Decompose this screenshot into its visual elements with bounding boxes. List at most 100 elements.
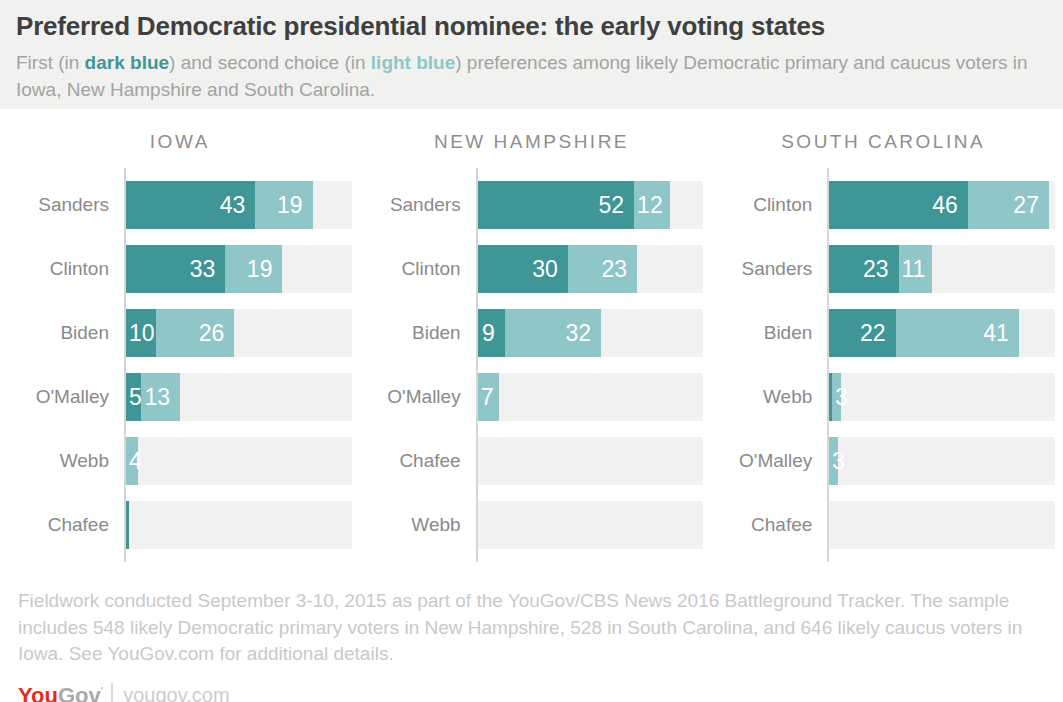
chart-iowa: IOWA Sanders 43 19 Clinton 33 19 Biden10 26 O'Mal… [8, 109, 352, 562]
category-label: Webb [360, 514, 478, 536]
bar-track [126, 501, 352, 549]
second-choice-segment: 23 [568, 245, 637, 293]
second-choice-segment: 27 [968, 181, 1049, 229]
bar-row: Webb3 [711, 365, 1055, 429]
value-label: 23 [602, 256, 628, 283]
value-label: 32 [565, 320, 591, 347]
chart-title: SOUTH CAROLINA [711, 131, 1055, 157]
bar-track: 46 27 [829, 181, 1055, 229]
bar-track: 4 [126, 437, 352, 485]
bar-row: Chafee [711, 493, 1055, 557]
logo-tick-mark: ' [101, 684, 103, 699]
value-label: 26 [199, 320, 225, 347]
header-band: Preferred Democratic presidential nomine… [0, 0, 1063, 109]
value-label: 41 [983, 320, 1009, 347]
subtitle-text: ) and second choice (in [169, 52, 371, 73]
page-subtitle: First (in dark blue) and second choice (… [16, 49, 1031, 103]
first-choice-segment: 52 [478, 181, 634, 229]
category-label: Clinton [8, 258, 126, 280]
second-choice-segment: 11 [899, 245, 932, 293]
value-label: 11 [902, 256, 926, 283]
bar-track: 10 26 [126, 309, 352, 357]
bar-row: O'Malley3 [711, 429, 1055, 493]
first-choice-segment: 30 [478, 245, 568, 293]
logo-gov-text: Gov [58, 683, 101, 702]
second-choice-segment: 12 [634, 181, 670, 229]
bar-track: 3 [829, 373, 1055, 421]
category-label: Sanders [360, 194, 478, 216]
first-choice-segment: 10 [126, 309, 156, 357]
value-label: 30 [532, 256, 558, 283]
category-label: Biden [8, 322, 126, 344]
value-label: 10 [129, 320, 155, 347]
category-label: Biden [711, 322, 829, 344]
yougov-logo: You Gov ' yougov.com [18, 683, 1045, 702]
subtitle-text: First (in [16, 52, 85, 73]
bar-track: 513 [126, 373, 352, 421]
value-label: 3 [835, 384, 848, 411]
bar-track: 2311 [829, 245, 1055, 293]
second-choice-segment: 19 [225, 245, 282, 293]
bar-track: 30 23 [478, 245, 704, 293]
bar-row: Chafee [360, 429, 704, 493]
value-label: 43 [220, 192, 246, 219]
first-choice-segment: 5 [126, 373, 141, 421]
bar-track: 3 [829, 437, 1055, 485]
light-blue-key: light blue [371, 52, 455, 73]
bar-row: Clinton 30 23 [360, 237, 704, 301]
page-title: Preferred Democratic presidential nomine… [16, 11, 1047, 42]
bar-track: 33 19 [126, 245, 352, 293]
logo-divider [111, 683, 113, 702]
second-choice-segment: 3 [832, 373, 841, 421]
value-label: 5 [129, 384, 142, 411]
value-label: 22 [860, 320, 886, 347]
footer: Fieldwork conducted September 3-10, 2015… [0, 562, 1063, 702]
charts-area: IOWASanders4319Clinton3319Biden1026O'Mal… [8, 109, 1055, 562]
value-label: 19 [247, 256, 273, 283]
category-label: O'Malley [360, 386, 478, 408]
bar-track: 9 32 [478, 309, 704, 357]
category-label: Clinton [360, 258, 478, 280]
value-label: 46 [932, 192, 958, 219]
chart-title: IOWA [8, 131, 352, 157]
value-label: 33 [190, 256, 216, 283]
chart-new-hampshire: NEW HAMPSHIRESanders5212Clinton3023Biden… [360, 109, 704, 562]
bar-track [478, 501, 704, 549]
plot-area: Sanders 43 19 Clinton 33 19 Biden10 26 O'Malley5… [8, 168, 352, 562]
second-choice-segment: 7 [478, 373, 499, 421]
fieldwork-note: Fieldwork conducted September 3-10, 2015… [18, 588, 1045, 668]
value-label: 52 [599, 192, 625, 219]
category-label: Clinton [711, 194, 829, 216]
category-label: Sanders [8, 194, 126, 216]
dark-blue-key: dark blue [85, 52, 169, 73]
category-label: Chafee [8, 514, 126, 536]
value-label: 3 [832, 448, 845, 475]
second-choice-segment: 32 [505, 309, 601, 357]
first-choice-segment: 33 [126, 245, 225, 293]
bar-track: 7 [478, 373, 704, 421]
bar-row: Webb4 [8, 429, 352, 493]
category-label: Webb [711, 386, 829, 408]
value-label: 13 [145, 384, 171, 411]
category-label: Chafee [360, 450, 478, 472]
bar-row: O'Malley513 [8, 365, 352, 429]
second-choice-segment: 19 [255, 181, 312, 229]
value-label: 19 [277, 192, 303, 219]
bar-row: Webb [360, 493, 704, 557]
bar-row: Sanders 52 12 [360, 173, 704, 237]
value-label: 27 [1013, 192, 1039, 219]
bar-track [478, 437, 704, 485]
second-choice-segment: 26 [156, 309, 234, 357]
plot-area: Sanders5212Clinton3023Biden932O'Malley7C… [360, 168, 704, 562]
plot-area: Clinton4627Sanders2311Biden2241Webb3O'Ma… [711, 168, 1055, 562]
first-choice-segment: 43 [126, 181, 255, 229]
bar-row: Clinton 33 19 [8, 237, 352, 301]
value-label: 9 [482, 320, 495, 347]
logo-site-url: yougov.com [123, 684, 229, 702]
chart-south-carolina: SOUTH CAROLINAClinton4627Sanders2311Bide… [711, 109, 1055, 562]
value-label: 12 [637, 192, 663, 219]
bar-row: Sanders 43 19 [8, 173, 352, 237]
first-choice-segment: 46 [829, 181, 967, 229]
category-label: O'Malley [8, 386, 126, 408]
bar-row: Biden10 26 [8, 301, 352, 365]
